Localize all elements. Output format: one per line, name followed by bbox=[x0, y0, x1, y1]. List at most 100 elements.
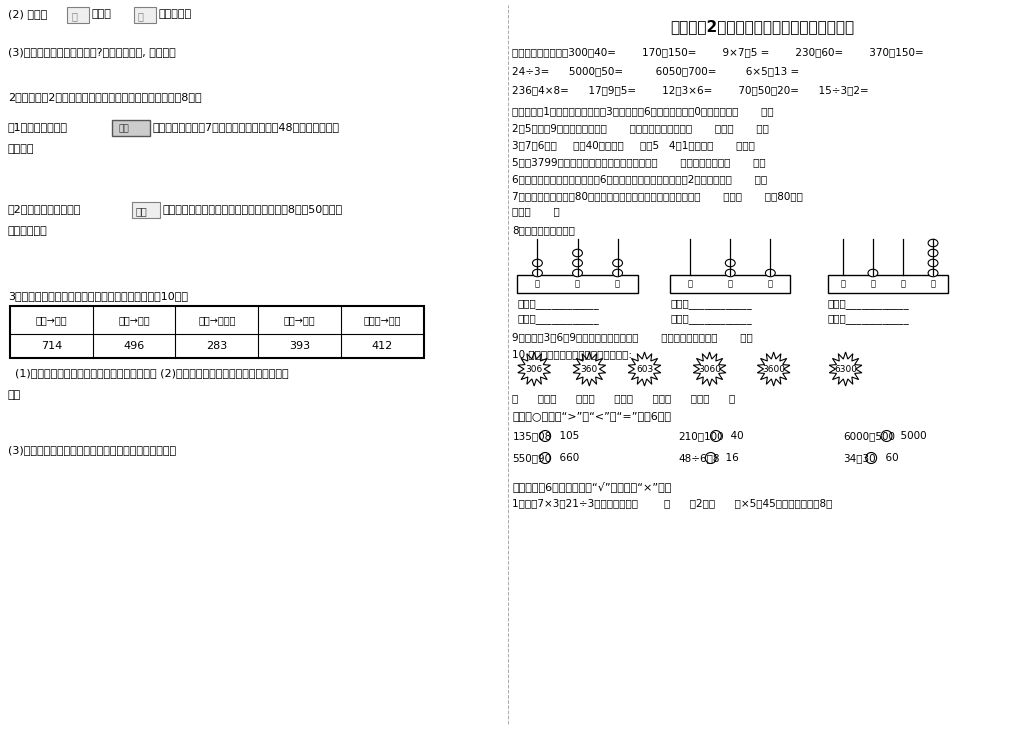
Text: 550＋90: 550＋90 bbox=[513, 453, 551, 463]
Text: 北京→沈阳: 北京→沈阳 bbox=[35, 315, 67, 325]
Text: 步: 步 bbox=[72, 11, 77, 21]
Polygon shape bbox=[694, 352, 725, 386]
Text: 千: 千 bbox=[840, 279, 845, 289]
Circle shape bbox=[705, 453, 716, 464]
Text: 十: 十 bbox=[575, 279, 580, 289]
Ellipse shape bbox=[928, 269, 938, 277]
Text: 5、与3799数起，一个一个地数，第三个数是（       ），第五个数是（       ）。: 5、与3799数起，一个一个地数，第三个数是（ ），第五个数是（ ）。 bbox=[513, 157, 766, 167]
Text: 能买几张票？: 能买几张票？ bbox=[8, 226, 47, 236]
Text: 写作：____________: 写作：____________ bbox=[670, 299, 752, 309]
Bar bbox=[517, 275, 638, 293]
Text: 48÷6＋8: 48÷6＋8 bbox=[678, 453, 719, 463]
Text: (2) 买一个: (2) 买一个 bbox=[8, 9, 47, 19]
Text: 105: 105 bbox=[553, 431, 579, 441]
Text: (1)从北京到济南再到青岛的路程是多少千米？ (2)从北京到沈阳比从北京到石家庄远多少: (1)从北京到济南再到青岛的路程是多少千米？ (2)从北京到沈阳比从北京到石家庄… bbox=[8, 368, 289, 378]
Polygon shape bbox=[518, 352, 550, 386]
Text: 236－4×8=      17－9－5=        12＋3×6=        70－50＋20=      15÷3＋2=: 236－4×8= 17－9－5= 12＋3×6= 70－50＋20= 15÷3＋… bbox=[513, 85, 869, 95]
Circle shape bbox=[540, 431, 551, 442]
Text: 40: 40 bbox=[723, 431, 743, 441]
Text: 客车: 客车 bbox=[119, 124, 129, 133]
Text: 北京→石家庄: 北京→石家庄 bbox=[198, 315, 235, 325]
Text: 写作：____________: 写作：____________ bbox=[828, 299, 909, 309]
Text: 十: 十 bbox=[728, 279, 733, 289]
Ellipse shape bbox=[573, 269, 582, 277]
Ellipse shape bbox=[928, 260, 938, 267]
Text: 十: 十 bbox=[901, 279, 905, 289]
Text: 8、写一写，读一读。: 8、写一写，读一读。 bbox=[513, 225, 576, 235]
Text: （      ）、（      ）、（      ）、（      ）、（      ）、（      ）: （ ）、（ ）、（ ）、（ ）、（ ）、（ ） bbox=[513, 393, 736, 403]
Text: 百: 百 bbox=[870, 279, 875, 289]
Text: 个: 个 bbox=[768, 279, 773, 289]
Text: 9、用数兗3、6、9组成的最大三位数是（       ），最小三位数是（       ）。: 9、用数兗3、6、9组成的最大三位数是（ ），最小三位数是（ ）。 bbox=[513, 332, 753, 342]
Bar bbox=[112, 120, 150, 136]
Ellipse shape bbox=[766, 269, 775, 277]
Text: 球: 球 bbox=[138, 11, 143, 21]
Text: 北京→济南: 北京→济南 bbox=[119, 315, 150, 325]
Text: 3600: 3600 bbox=[762, 364, 785, 373]
Text: 百: 百 bbox=[687, 279, 692, 289]
Text: 鹏鹏: 鹏鹏 bbox=[136, 206, 148, 216]
Ellipse shape bbox=[613, 269, 622, 277]
Text: 603: 603 bbox=[636, 364, 653, 373]
Bar bbox=[67, 7, 89, 23]
Text: 读作：____________: 读作：____________ bbox=[670, 314, 752, 324]
Text: 412: 412 bbox=[372, 341, 393, 351]
Text: 写作：____________: 写作：____________ bbox=[517, 299, 600, 309]
Text: 60: 60 bbox=[879, 453, 899, 463]
Text: 三、在○里填上“>”、“<”、“=”。（6分）: 三、在○里填上“>”、“<”、“=”。（6分） bbox=[513, 411, 672, 421]
Text: 3、几个城市之间的路程如下表。（单位：千米）（10分）: 3、几个城市之间的路程如下表。（单位：千米）（10分） bbox=[8, 291, 188, 301]
Text: 百: 百 bbox=[535, 279, 540, 289]
Text: 6000－500: 6000－500 bbox=[843, 431, 896, 441]
Text: 济南→青岛: 济南→青岛 bbox=[284, 315, 316, 325]
Bar bbox=[828, 275, 948, 293]
Text: 660: 660 bbox=[553, 453, 579, 463]
Polygon shape bbox=[628, 352, 660, 386]
Text: ）、（       ）: ）、（ ） bbox=[513, 206, 560, 216]
Text: （1）大家决定租用: （1）大家决定租用 bbox=[8, 122, 68, 132]
Text: 16: 16 bbox=[718, 453, 738, 463]
Text: 34＋30: 34＋30 bbox=[843, 453, 876, 463]
Text: 石家庄→郑州: 石家庄→郑州 bbox=[363, 315, 401, 325]
Text: 2、5个十和9个一组成的数是（       ），它的前后邻居是（       ）和（       ）。: 2、5个十和9个一组成的数是（ ），它的前后邻居是（ ）和（ ）。 bbox=[513, 123, 769, 133]
Text: 7、一十一十地数，把80前面的两个数和后面的两个数写出来。（       ）、（       ）、80、（: 7、一十一十地数，把80前面的两个数和后面的两个数写出来。（ ）、（ ）、80、… bbox=[513, 191, 803, 201]
Text: (3)你还能提出什么数学问题？请提出一个问题并解决。: (3)你还能提出什么数学问题？请提出一个问题并解决。 bbox=[8, 445, 176, 455]
Text: 贵多少錢？: 贵多少錢？ bbox=[159, 9, 192, 19]
Ellipse shape bbox=[928, 249, 938, 257]
Text: 24÷3=      5000＋50=          6050－700=         6×5－13 =: 24÷3= 5000＋50= 6050－700= 6×5－13 = bbox=[513, 66, 800, 76]
Ellipse shape bbox=[868, 269, 878, 277]
Text: 比一套: 比一套 bbox=[92, 9, 111, 19]
Ellipse shape bbox=[725, 269, 735, 277]
Text: （2）同学们和老师想到: （2）同学们和老师想到 bbox=[8, 204, 82, 214]
Polygon shape bbox=[830, 352, 862, 386]
Polygon shape bbox=[757, 352, 789, 386]
Bar bbox=[10, 306, 424, 358]
Ellipse shape bbox=[928, 239, 938, 246]
Text: 393: 393 bbox=[289, 341, 311, 351]
Text: 135－08: 135－08 bbox=[513, 431, 552, 441]
Circle shape bbox=[881, 431, 892, 442]
Text: 6、一个两位数，个位上的数是6，十位上的数比个位上的数多2，这个数是（       ）。: 6、一个两位数，个位上的数是6，十位上的数比个位上的数多2，这个数是（ ）。 bbox=[513, 174, 768, 184]
Ellipse shape bbox=[533, 260, 543, 267]
Text: 1、计算7×3和21÷3用同一句口诀。        （      ）2、（      ）×5＜45括号里最大能填8。: 1、计算7×3和21÷3用同一句口诀。 （ ）2、（ ）×5＜45括号里最大能填… bbox=[513, 498, 833, 508]
Ellipse shape bbox=[573, 260, 582, 267]
Text: 个: 个 bbox=[615, 279, 620, 289]
Text: 读作：____________: 读作：____________ bbox=[517, 314, 600, 324]
Text: 四、判断（6分）（对的打“√”，错的打“×”。）: 四、判断（6分）（对的打“√”，错的打“×”。） bbox=[513, 481, 672, 492]
Circle shape bbox=[866, 453, 876, 464]
Text: (3)你还能提出哪些数学问题?写下你的问题, 并解答。: (3)你还能提出哪些数学问题?写下你的问题, 并解答。 bbox=[8, 47, 175, 57]
Ellipse shape bbox=[573, 249, 582, 257]
Bar bbox=[670, 275, 791, 293]
Ellipse shape bbox=[533, 269, 543, 277]
Text: 小学数学2年级下册期中检测试卷（青岛版）: 小学数学2年级下册期中检测试卷（青岛版） bbox=[671, 19, 854, 34]
Text: 读作：____________: 读作：____________ bbox=[828, 314, 909, 324]
Text: 714: 714 bbox=[40, 341, 62, 351]
Bar bbox=[134, 7, 156, 23]
Text: 3060: 3060 bbox=[698, 364, 721, 373]
Text: 5000: 5000 bbox=[895, 431, 927, 441]
Text: 360: 360 bbox=[581, 364, 598, 373]
Text: 496: 496 bbox=[124, 341, 144, 351]
Bar bbox=[132, 202, 160, 218]
Circle shape bbox=[540, 453, 551, 464]
Text: 个: 个 bbox=[931, 279, 936, 289]
Text: 一、直接写出得数。300－40=        170＋150=        9×7＋5 =        230＋60=        370－150=: 一、直接写出得数。300－40= 170＋150= 9×7＋5 = 230＋60… bbox=[513, 47, 925, 57]
